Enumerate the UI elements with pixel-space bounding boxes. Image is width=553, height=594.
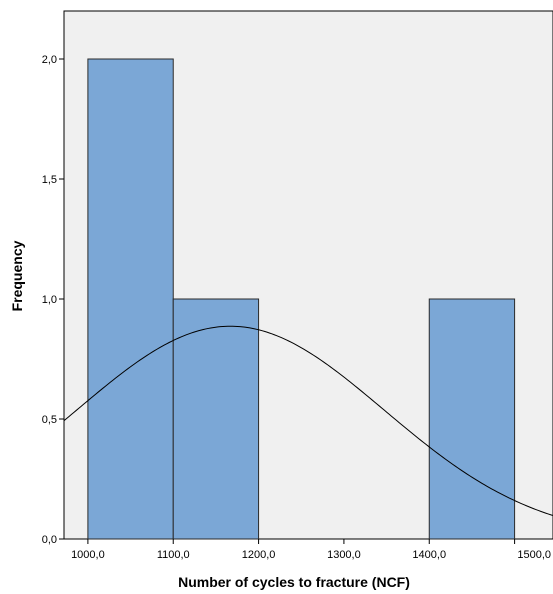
y-tick-label-2: 1,0 [42, 294, 57, 306]
x-tick-label-0: 1000,0 [71, 549, 105, 561]
y-tick-label-3: 1,5 [42, 174, 57, 186]
histogram-bars [87, 58, 516, 540]
x-axis: 1000,0 1100,0 1200,0 1300,0 1400,0 1500,0 [71, 539, 551, 561]
histogram-bar-3 [428, 298, 516, 540]
x-tick-label-2: 1200,0 [242, 549, 276, 561]
y-tick-label-1: 0,5 [42, 414, 57, 426]
normal-curve [63, 325, 553, 517]
x-tick-label-5: 1500,0 [517, 549, 551, 561]
x-tick-label-1: 1100,0 [157, 549, 190, 561]
y-tick-label-4: 2,0 [42, 54, 57, 66]
x-tick-label-3: 1300,0 [327, 549, 361, 561]
y-tick-label-0: 0,0 [42, 534, 57, 546]
histogram-bar-2 [172, 298, 260, 540]
y-axis: 0,0 0,5 1,0 1,5 2,0 [42, 54, 64, 546]
y-axis-title: Frequency [9, 240, 25, 311]
x-tick-label-4: 1400,0 [412, 549, 446, 561]
histogram-bar-1 [87, 58, 174, 540]
x-axis-title: Number of cycles to fracture (NCF) [178, 574, 410, 590]
